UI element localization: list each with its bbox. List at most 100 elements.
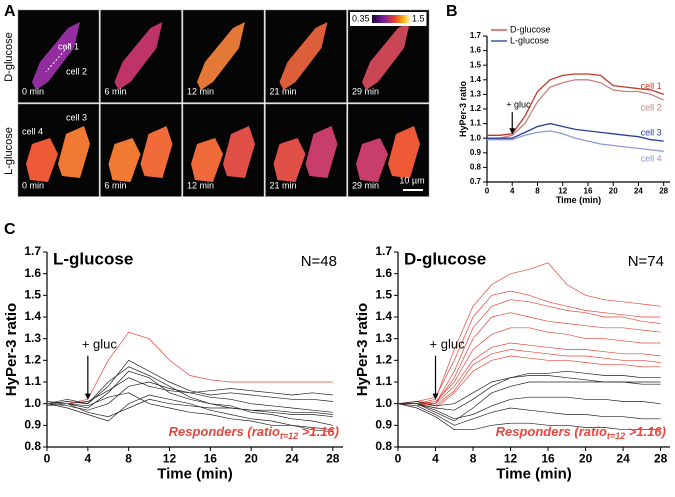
trace (47, 331, 333, 405)
y-tick-label: 1.0 (470, 133, 482, 142)
trace (397, 290, 661, 405)
x-tick-label: 12 (163, 452, 177, 466)
x-tick-label: 12 (504, 452, 518, 466)
x-tick-label: 8 (125, 452, 132, 466)
trace-label: cell 4 (641, 154, 662, 164)
x-tick-label: 4 (510, 187, 515, 196)
x-tick-label: 0 (485, 187, 490, 196)
trace (398, 396, 661, 420)
y-tick-label: 1.6 (24, 266, 41, 280)
colorbar-max: 1.5 (412, 13, 425, 23)
y-tick-label: 0.9 (24, 418, 41, 432)
x-tick-label: 28 (326, 452, 340, 466)
x-tick-label: 8 (470, 452, 477, 466)
trace (46, 394, 333, 431)
panel-label: B (446, 3, 458, 20)
y-tick-label: 1.1 (24, 374, 41, 388)
x-tick-label: 24 (616, 452, 630, 466)
time-label: 29 min (352, 86, 379, 96)
y-tick-label: 1.1 (375, 374, 392, 388)
x-tick-label: 4 (84, 452, 91, 466)
cell-shape (305, 126, 338, 178)
x-axis-label: Time (min) (496, 466, 572, 483)
trace (397, 403, 661, 426)
x-tick-label: 20 (579, 452, 593, 466)
y-tick-label: 1.4 (24, 309, 41, 323)
cell-label: cell 3 (66, 112, 87, 122)
trace (46, 377, 333, 407)
time-label: 12 min (187, 86, 214, 96)
cell-shape (279, 22, 328, 90)
trace (487, 73, 664, 136)
time-label: 0 min (22, 86, 44, 96)
y-tick-label: 1.2 (375, 353, 392, 367)
trace (398, 355, 661, 409)
y-tick-label: 1.7 (24, 244, 41, 258)
y-tick-label: 1.3 (375, 331, 392, 345)
cell-shape (197, 22, 245, 90)
cell-shape (140, 126, 173, 178)
x-tick-label: 16 (204, 452, 218, 466)
responders-label: Responders (ratiot=12 >1.16) (169, 424, 339, 441)
x-tick-label: 16 (541, 452, 555, 466)
cell-shape (356, 138, 388, 182)
x-axis-label: Time (min) (157, 466, 233, 483)
time-label: 0 min (22, 180, 44, 190)
y-tick-label: 1.2 (470, 104, 482, 113)
y-tick-label: 1.3 (24, 331, 41, 345)
trace (398, 349, 661, 407)
x-tick-label: 8 (535, 187, 540, 196)
y-tick-label: 1.5 (375, 288, 392, 302)
chart-title: D-glucose (404, 249, 486, 268)
legend-label: D-glucose (510, 24, 551, 34)
x-tick-label: 24 (285, 452, 299, 466)
x-tick-label: 24 (634, 187, 643, 196)
panel-label: A (4, 3, 16, 20)
x-tick-label: 20 (244, 452, 258, 466)
y-tick-label: 0.8 (24, 439, 41, 453)
x-axis-label: Time (min) (556, 195, 601, 205)
annotation-arrowhead (432, 393, 439, 400)
cell-shape (26, 138, 58, 182)
colorbar-min: 0.35 (352, 13, 370, 23)
annotation: + gluc (430, 336, 466, 351)
trace-label: cell 2 (641, 103, 662, 113)
responders-label-part: t=12 (280, 431, 298, 441)
y-tick-label: 1.7 (375, 244, 392, 258)
trace (486, 79, 664, 141)
y-tick-label: 0.9 (470, 148, 482, 157)
y-tick-label: 1.5 (24, 288, 41, 302)
time-label: 6 min (105, 86, 127, 96)
colorbar (372, 15, 411, 23)
scale-bar-label: 10 µm (399, 175, 424, 185)
x-tick-label: 28 (659, 187, 668, 196)
responders-label-part: t=12 (607, 431, 625, 441)
x-tick-label: 20 (609, 187, 618, 196)
cell-label: cell 1 (58, 41, 79, 51)
cell-shape (273, 138, 306, 182)
y-tick-label: 1.0 (375, 396, 392, 410)
y-tick-label: 1.3 (470, 90, 482, 99)
trace (487, 130, 664, 152)
trace-label: cell 1 (641, 81, 662, 91)
cell-shape (388, 126, 420, 178)
trace (398, 312, 661, 405)
annotation-arrowhead (509, 128, 516, 135)
trace (487, 122, 664, 142)
cell-label: cell 4 (22, 126, 43, 136)
y-tick-label: 0.7 (470, 177, 482, 186)
time-label: 6 min (105, 180, 127, 190)
y-tick-label: 1.7 (470, 31, 482, 40)
cell-shape (32, 22, 80, 90)
panel-label: C (4, 221, 16, 238)
y-tick-label: 1.0 (24, 396, 41, 410)
trace (46, 392, 333, 433)
x-tick-label: 0 (44, 452, 51, 466)
n-label: N=74 (628, 253, 664, 270)
trace (397, 403, 661, 431)
x-tick-label: 16 (584, 187, 593, 196)
trace (397, 375, 661, 407)
responders-label-part: >1.16) (625, 424, 666, 439)
responders-label-part: Responders (ratio (169, 424, 280, 439)
x-tick-label: 28 (654, 452, 668, 466)
